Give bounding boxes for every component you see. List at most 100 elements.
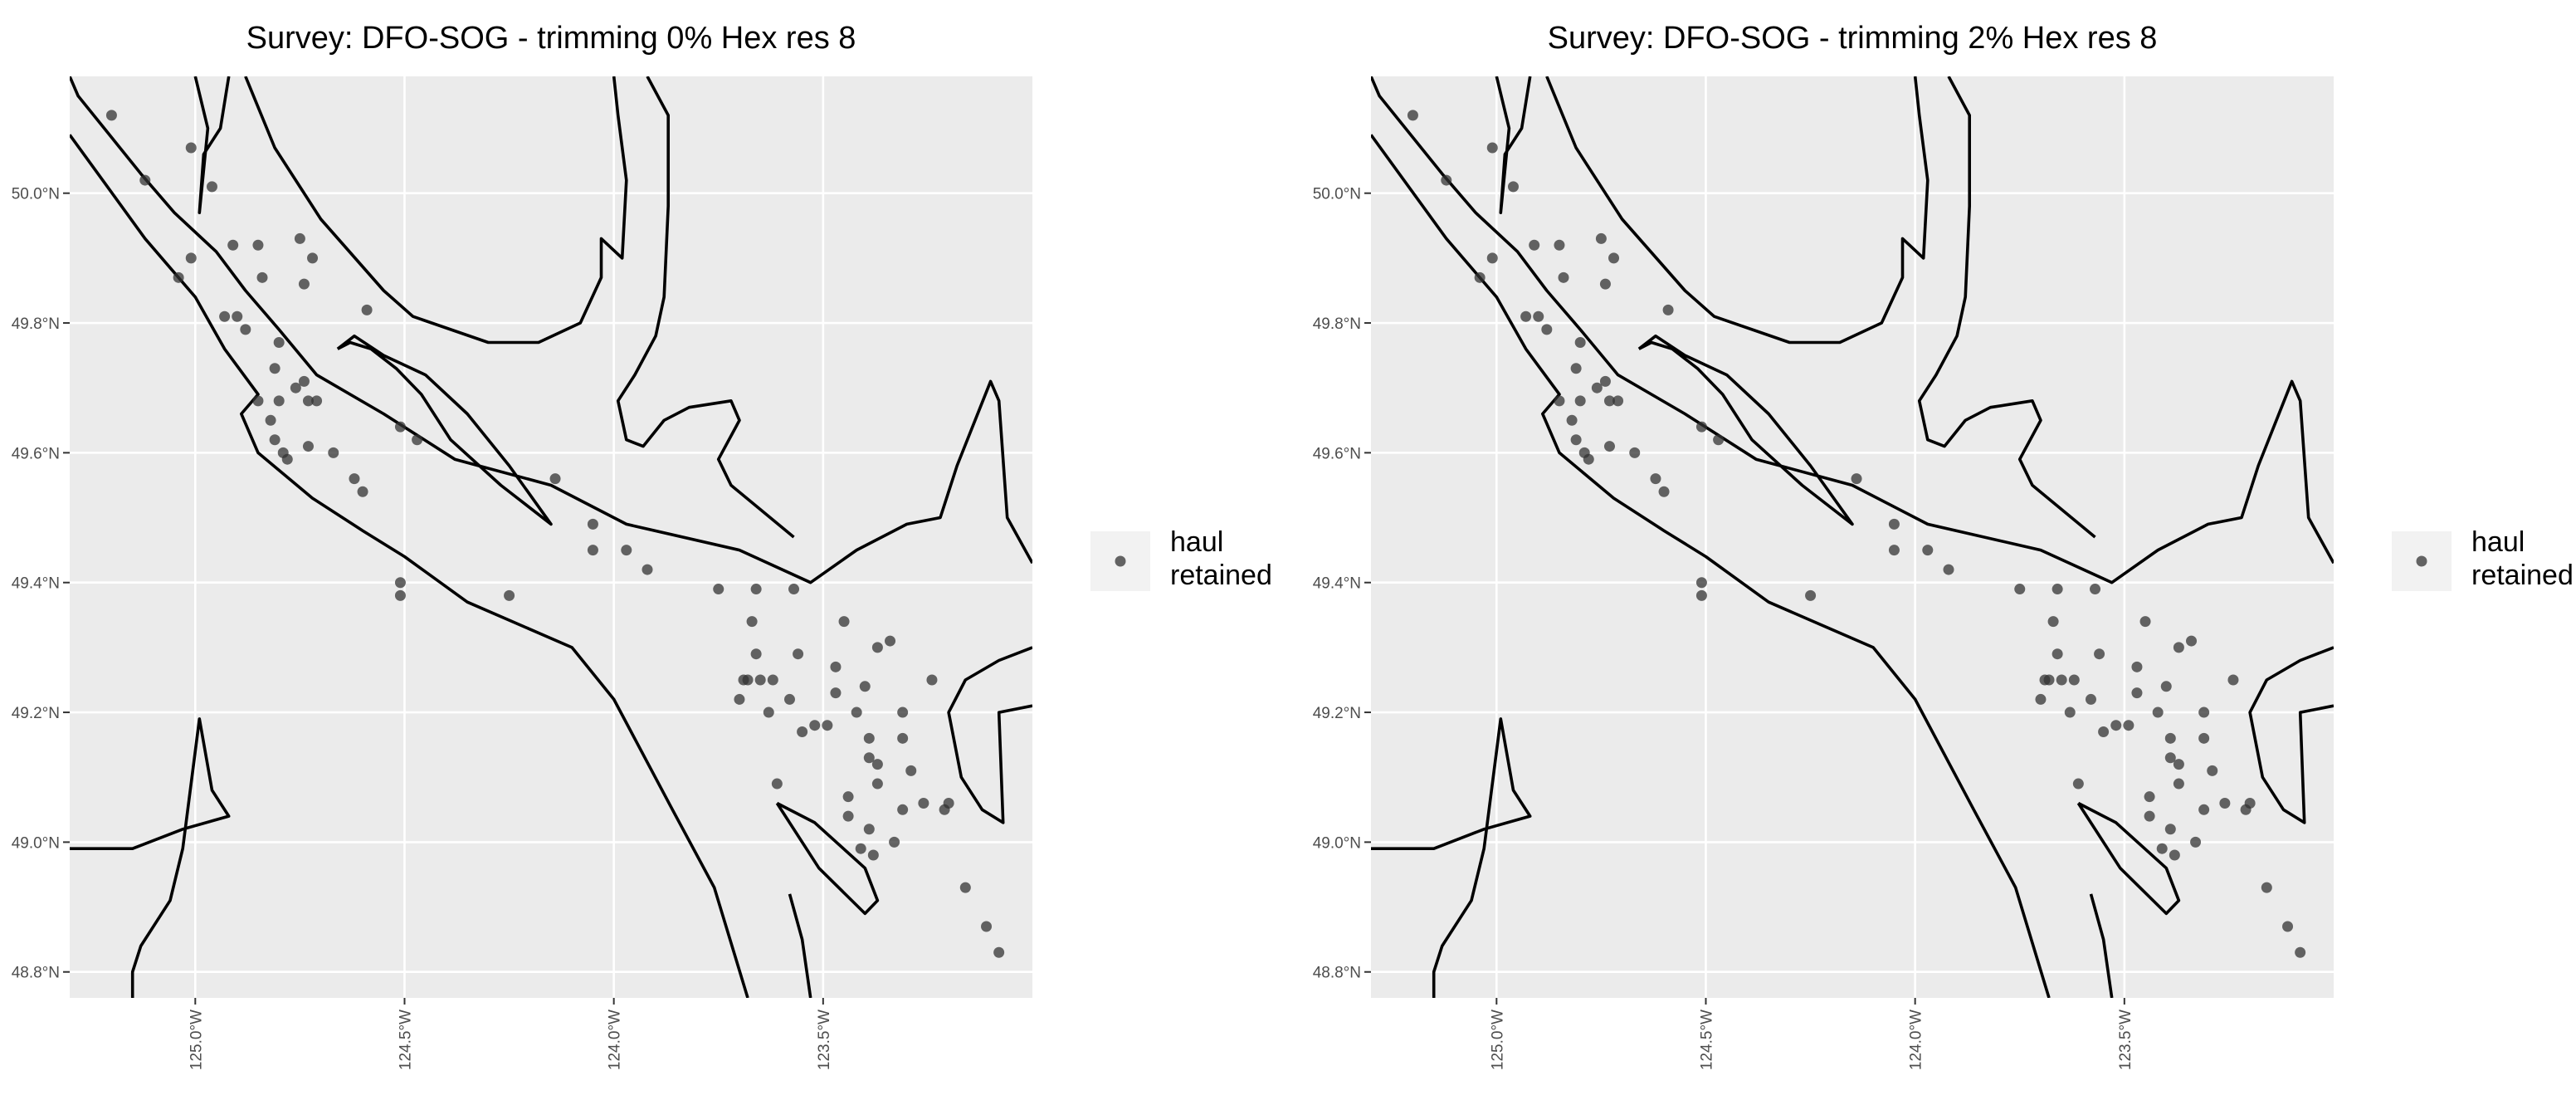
haul-point bbox=[2068, 674, 2080, 686]
haul-point bbox=[1570, 363, 1582, 374]
x-tick-label: 124.0°W bbox=[607, 1010, 624, 1070]
haul-point bbox=[926, 674, 938, 686]
coastline-group bbox=[70, 76, 1032, 998]
haul-point bbox=[797, 726, 808, 738]
y-tick-label: 49.2°N bbox=[1313, 705, 1361, 722]
x-tick-label: 125.0°W bbox=[1489, 1010, 1506, 1070]
haul-point bbox=[905, 765, 917, 776]
haul-point bbox=[1805, 589, 1817, 601]
coastline bbox=[947, 646, 1032, 824]
haul-point bbox=[256, 271, 268, 283]
haul-point bbox=[311, 395, 323, 407]
chart-panel-2: Survey: DFO-SOG - trimming 2% Hex res 8 4… bbox=[1313, 21, 2574, 1070]
y-tick-label: 48.8°N bbox=[1313, 965, 1361, 982]
haul-point bbox=[227, 239, 239, 251]
haul-point bbox=[918, 797, 929, 809]
haul-point bbox=[105, 110, 117, 121]
legend-label: haul bbox=[2471, 526, 2525, 558]
haul-point bbox=[2198, 706, 2210, 718]
legend-point bbox=[1115, 555, 1126, 567]
haul-point bbox=[793, 648, 804, 660]
legend-label: haul bbox=[1170, 526, 1223, 558]
haul-point bbox=[1851, 473, 1862, 485]
haul-point bbox=[1507, 181, 1519, 193]
haul-point bbox=[252, 395, 264, 407]
haul-point bbox=[981, 921, 993, 932]
haul-point bbox=[750, 584, 762, 595]
haul-point bbox=[281, 453, 293, 465]
y-tick-label: 49.4°N bbox=[1313, 575, 1361, 593]
haul-point bbox=[2131, 687, 2143, 699]
haul-point bbox=[713, 584, 724, 595]
plot-background bbox=[1371, 76, 2334, 998]
haul-point bbox=[851, 706, 862, 718]
haul-point bbox=[855, 843, 866, 854]
haul-point bbox=[771, 778, 783, 790]
coastline bbox=[1545, 76, 1930, 345]
haul-point bbox=[307, 252, 319, 264]
haul-point bbox=[269, 434, 281, 446]
haul-point bbox=[1583, 453, 1594, 465]
haul-point bbox=[2160, 681, 2172, 692]
haul-point bbox=[1486, 252, 1498, 264]
haul-point bbox=[2198, 804, 2210, 815]
haul-point bbox=[298, 278, 310, 290]
haul-point bbox=[2072, 778, 2084, 790]
y-tick-label: 49.2°N bbox=[12, 705, 60, 722]
x-tick-label: 124.0°W bbox=[1908, 1010, 1925, 1070]
haul-point bbox=[1603, 441, 1615, 452]
haul-point bbox=[269, 363, 281, 374]
chart-title: Survey: DFO-SOG - trimming 2% Hex res 8 bbox=[1548, 21, 2158, 56]
haul-point bbox=[328, 447, 339, 458]
coastline bbox=[70, 717, 231, 998]
x-tick-label: 124.5°W bbox=[397, 1010, 414, 1070]
haul-point bbox=[1591, 382, 1603, 394]
haul-point bbox=[809, 720, 821, 731]
haul-point bbox=[885, 635, 896, 647]
haul-point bbox=[349, 473, 360, 485]
haul-point bbox=[1888, 518, 1900, 530]
haul-point bbox=[1695, 589, 1707, 601]
haul-point bbox=[504, 589, 515, 601]
haul-points bbox=[105, 110, 1005, 958]
haul-point bbox=[2173, 778, 2184, 790]
haul-point bbox=[173, 271, 184, 283]
y-tick-label: 49.4°N bbox=[12, 575, 60, 593]
haul-point bbox=[2144, 810, 2155, 822]
haul-point bbox=[842, 791, 854, 803]
plot-background bbox=[70, 76, 1032, 998]
haul-point bbox=[185, 142, 197, 154]
haul-point bbox=[2035, 693, 2047, 705]
haul-point bbox=[2198, 732, 2210, 744]
haul-point bbox=[2186, 635, 2198, 647]
haul-point bbox=[897, 706, 909, 718]
haul-point bbox=[2227, 674, 2239, 686]
haul-point bbox=[871, 778, 883, 790]
x-tick-label: 123.5°W bbox=[816, 1010, 833, 1070]
coastline bbox=[244, 76, 628, 345]
x-tick-label: 124.5°W bbox=[1698, 1010, 1715, 1070]
haul-point bbox=[863, 732, 875, 744]
coastline bbox=[336, 334, 553, 526]
haul-point bbox=[2219, 797, 2231, 809]
haul-point bbox=[889, 836, 900, 848]
coastline-group bbox=[1371, 76, 2334, 998]
haul-point bbox=[746, 616, 758, 628]
haul-point bbox=[867, 849, 879, 861]
haul-point bbox=[252, 239, 264, 251]
haul-point bbox=[2110, 720, 2122, 731]
y-tick-label: 49.0°N bbox=[1313, 834, 1361, 852]
coastline bbox=[2248, 646, 2334, 824]
haul-point bbox=[1554, 239, 1565, 251]
haul-point bbox=[357, 486, 368, 497]
haul-point bbox=[2052, 648, 2063, 660]
haul-point bbox=[943, 797, 954, 809]
haul-point bbox=[232, 310, 243, 322]
y-tick-label: 49.0°N bbox=[12, 834, 60, 852]
x-tick-label: 125.0°W bbox=[188, 1010, 205, 1070]
haul-point bbox=[265, 414, 276, 426]
y-tick-label: 49.6°N bbox=[1313, 445, 1361, 462]
